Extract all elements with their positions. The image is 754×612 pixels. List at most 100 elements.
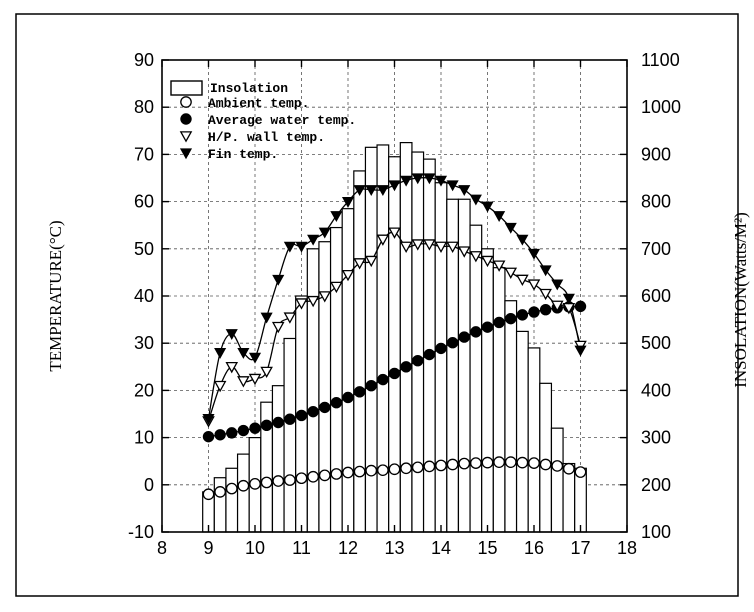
insolation-bar	[504, 300, 518, 533]
point-ambient-temp	[423, 460, 436, 473]
point-ambient-temp	[202, 488, 215, 501]
point-average-water-temp	[319, 401, 331, 414]
point-h-p-wall-temp	[550, 300, 564, 312]
point-average-water-temp	[528, 306, 540, 318]
point-average-water-temp	[307, 405, 319, 418]
point-fin-temp	[516, 234, 529, 246]
legend-label-h-p-wall-temp: H/P. wall temp.	[208, 130, 325, 145]
point-average-water-temp	[412, 354, 424, 367]
x-tick-label: 12	[338, 538, 358, 558]
point-h-p-wall-temp	[434, 241, 448, 253]
point-average-water-temp	[516, 309, 529, 321]
x-tick-label: 14	[431, 538, 451, 558]
x-tick-label: 10	[245, 538, 265, 558]
point-fin-temp	[562, 293, 575, 305]
insolation-bar	[213, 477, 227, 533]
point-fin-temp	[469, 194, 482, 206]
insolation-bar	[271, 385, 285, 533]
point-average-water-temp	[260, 419, 273, 432]
point-fin-temp	[353, 185, 366, 197]
point-average-water-temp	[423, 348, 436, 361]
point-ambient-temp	[493, 456, 505, 468]
point-average-water-temp	[493, 316, 505, 329]
point-ambient-temp	[225, 482, 238, 495]
point-h-p-wall-temp	[213, 380, 227, 393]
point-ambient-temp	[284, 474, 296, 486]
insolation-bar	[422, 158, 436, 533]
point-h-p-wall-temp	[388, 227, 401, 239]
insolation-bar	[318, 241, 332, 533]
y-tick-label: 60	[134, 192, 154, 212]
insolation-bar	[283, 337, 297, 533]
x-tick-label: 17	[570, 538, 590, 558]
legend-swatch-insolation	[170, 80, 203, 96]
x-tick-label: 11	[292, 538, 311, 558]
point-fin-temp	[248, 352, 262, 364]
legend-label-fin-temp: Fin temp.	[208, 147, 278, 162]
point-fin-temp	[574, 345, 587, 357]
x-tick-label: 15	[477, 538, 497, 558]
point-fin-temp	[260, 312, 273, 324]
y-axis-left-title: TEMPERATURE(°C)	[46, 220, 65, 371]
insolation-bar	[469, 224, 483, 533]
insolation-bar	[341, 208, 355, 533]
point-ambient-temp	[435, 459, 447, 472]
point-h-p-wall-temp	[318, 291, 332, 303]
insolation-bar	[353, 170, 367, 533]
point-average-water-temp	[365, 379, 377, 392]
y-right-tick-label: 400	[641, 380, 671, 400]
x-tick-label: 18	[617, 538, 637, 558]
insolation-bar	[434, 182, 448, 533]
point-ambient-temp	[411, 461, 424, 474]
insolation-bars	[202, 142, 587, 533]
point-h-p-wall-temp	[504, 267, 518, 279]
point-fin-temp	[272, 274, 285, 286]
y-right-tick-label: 700	[641, 239, 671, 259]
series-markers	[202, 173, 587, 501]
legend-marker-fin-temp	[179, 148, 193, 160]
point-ambient-temp	[307, 470, 319, 483]
insolation-bar	[329, 226, 343, 533]
point-average-water-temp	[330, 396, 343, 409]
point-ambient-temp	[318, 469, 331, 482]
y-right-tick-label: 800	[641, 192, 671, 212]
point-fin-temp	[214, 347, 227, 359]
point-ambient-temp	[237, 479, 250, 492]
insolation-bar	[481, 248, 494, 533]
point-fin-temp	[376, 185, 389, 197]
point-fin-temp	[434, 175, 448, 187]
point-h-p-wall-temp	[411, 239, 425, 251]
point-fin-temp	[493, 211, 506, 222]
y-tick-label: 50	[134, 239, 154, 259]
y-axis-right-title: INSOLATION(Watts/M²)	[731, 212, 750, 388]
y-tick-label: 70	[134, 144, 154, 164]
y-tick-label: 20	[134, 380, 154, 400]
point-ambient-temp	[516, 456, 529, 469]
point-ambient-temp	[330, 468, 343, 480]
x-tick-label: 16	[524, 538, 544, 558]
point-fin-temp	[446, 180, 459, 192]
point-h-p-wall-temp	[295, 298, 308, 310]
point-h-p-wall-temp	[481, 255, 494, 268]
point-ambient-temp	[377, 464, 389, 477]
point-ambient-temp	[574, 466, 587, 478]
point-h-p-wall-temp	[446, 241, 459, 253]
point-ambient-temp	[365, 464, 378, 477]
point-average-water-temp	[272, 416, 284, 429]
insolation-bar	[550, 427, 564, 533]
point-ambient-temp	[272, 475, 285, 487]
y-tick-label: -10	[128, 522, 154, 542]
point-h-p-wall-temp	[376, 234, 390, 246]
point-ambient-temp	[539, 458, 552, 471]
point-fin-temp	[202, 414, 215, 425]
point-average-water-temp	[574, 300, 587, 313]
point-h-p-wall-temp	[330, 281, 343, 294]
point-h-p-wall-temp	[469, 251, 483, 263]
point-h-p-wall-temp	[248, 373, 262, 386]
point-fin-temp	[423, 173, 436, 185]
point-average-water-temp	[435, 342, 447, 355]
y-right-tick-label: 900	[641, 144, 671, 164]
point-ambient-temp	[481, 456, 494, 469]
point-average-water-temp	[458, 331, 470, 343]
